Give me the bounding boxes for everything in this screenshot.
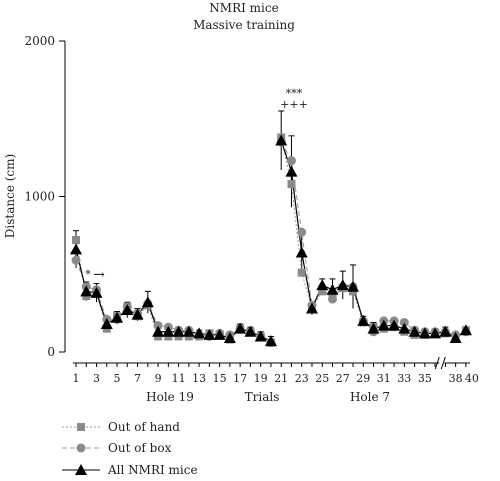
point-all-nmri-mice bbox=[326, 283, 339, 295]
x-tick-label: 15 bbox=[213, 372, 227, 385]
x-tick-label: 1 bbox=[73, 372, 80, 385]
point-all-nmri-mice bbox=[203, 328, 216, 340]
chart-title: NMRI mice bbox=[209, 1, 278, 15]
legend-label: Out of box bbox=[108, 441, 172, 455]
point-all-nmri-mice bbox=[152, 325, 165, 337]
phase-label-hole-19: Hole 19 bbox=[146, 390, 194, 404]
point-all-nmri-mice bbox=[234, 322, 247, 334]
point-all-nmri-mice bbox=[295, 246, 308, 258]
point-out-of-box bbox=[153, 321, 163, 331]
error-bars bbox=[73, 110, 469, 346]
x-tick-label: 13 bbox=[192, 372, 206, 385]
x-tick-label: 19 bbox=[254, 372, 268, 385]
x-tick-label: 27 bbox=[336, 372, 350, 385]
point-all-nmri-mice bbox=[70, 243, 82, 255]
x-tick-label: 3 bbox=[93, 372, 100, 385]
x-tick-label: 29 bbox=[356, 372, 370, 385]
legend-marker bbox=[76, 443, 86, 453]
chart-subtitle: Massive training bbox=[193, 18, 295, 32]
x-tick-label: 35 bbox=[418, 372, 432, 385]
point-all-nmri-mice bbox=[80, 285, 93, 297]
point-all-nmri-mice bbox=[100, 318, 113, 330]
point-all-nmri-mice bbox=[141, 296, 154, 308]
point-all-nmri-mice bbox=[244, 325, 257, 337]
point-all-nmri-mice bbox=[459, 324, 472, 336]
annotation-arrow: → bbox=[93, 267, 105, 283]
legend: Out of hand Out of box All NMRI mice bbox=[62, 420, 198, 477]
x-tick-label: 38 bbox=[449, 372, 463, 385]
legend-label: All NMRI mice bbox=[107, 463, 198, 477]
point-all-nmri-mice bbox=[408, 325, 421, 337]
point-all-nmri-mice bbox=[347, 280, 360, 292]
point-all-nmri-mice bbox=[398, 322, 411, 334]
point-out-of-box bbox=[297, 227, 307, 237]
point-out-of-box bbox=[71, 255, 81, 265]
point-all-nmri-mice bbox=[285, 165, 298, 177]
annotation-triple-star: *** bbox=[286, 87, 303, 100]
point-all-nmri-mice bbox=[449, 332, 462, 344]
x-tick-label: 23 bbox=[295, 372, 309, 385]
point-all-nmri-mice bbox=[213, 328, 226, 340]
y-tick-label: 1000 bbox=[24, 190, 55, 204]
point-out-of-hand bbox=[297, 268, 306, 277]
point-out-of-hand bbox=[287, 180, 296, 189]
legend-marker bbox=[75, 464, 87, 475]
point-all-nmri-mice bbox=[111, 311, 124, 323]
x-tick-label: 25 bbox=[315, 372, 329, 385]
y-tick-label: 2000 bbox=[24, 34, 55, 48]
legend-label: Out of hand bbox=[108, 420, 180, 434]
point-all-nmri-mice bbox=[131, 308, 144, 320]
x-tick-label: 7 bbox=[134, 372, 141, 385]
x-axis-label: Trials bbox=[245, 390, 280, 404]
point-all-nmri-mice bbox=[193, 327, 206, 339]
point-all-nmri-mice bbox=[439, 325, 452, 337]
annotation-star: * bbox=[85, 268, 91, 281]
x-tick-label: 17 bbox=[233, 372, 247, 385]
point-all-nmri-mice bbox=[254, 330, 267, 342]
point-all-nmri-mice bbox=[121, 304, 134, 316]
point-out-of-box bbox=[399, 317, 409, 327]
point-out-of-hand bbox=[72, 236, 80, 245]
point-all-nmri-mice bbox=[182, 325, 195, 337]
point-all-nmri-mice bbox=[223, 332, 236, 344]
y-tick-label: 0 bbox=[47, 345, 55, 359]
point-all-nmri-mice bbox=[367, 322, 380, 334]
x-tick-label: 21 bbox=[274, 372, 288, 385]
point-all-nmri-mice bbox=[336, 279, 349, 291]
point-all-nmri-mice bbox=[275, 134, 288, 146]
y-axis-label: Distance (cm) bbox=[3, 154, 17, 238]
point-out-of-box bbox=[286, 156, 296, 166]
series-markers bbox=[70, 133, 472, 348]
x-tick-label: 31 bbox=[377, 372, 391, 385]
point-all-nmri-mice bbox=[90, 286, 103, 298]
x-tick-label: 9 bbox=[155, 372, 162, 385]
legend-marker bbox=[77, 423, 85, 431]
annotation-triple-plus: +++ bbox=[280, 98, 308, 111]
point-all-nmri-mice bbox=[429, 327, 442, 339]
x-tick-label: 40 bbox=[465, 372, 479, 385]
point-all-nmri-mice bbox=[316, 279, 329, 291]
axis-break-mark bbox=[440, 356, 446, 370]
axis-break-mark bbox=[434, 356, 440, 370]
phase-label-hole-7: Hole 7 bbox=[350, 390, 390, 404]
point-all-nmri-mice bbox=[357, 314, 370, 326]
point-all-nmri-mice bbox=[172, 325, 185, 337]
point-all-nmri-mice bbox=[388, 319, 401, 331]
point-all-nmri-mice bbox=[305, 302, 318, 314]
x-tick-label: 11 bbox=[172, 372, 186, 385]
point-all-nmri-mice bbox=[264, 335, 277, 347]
point-all-nmri-mice bbox=[418, 327, 431, 339]
x-tick-label: 5 bbox=[114, 372, 121, 385]
point-out-of-box bbox=[328, 294, 337, 304]
point-all-nmri-mice bbox=[377, 319, 390, 331]
x-tick-label: 33 bbox=[397, 372, 411, 385]
point-all-nmri-mice bbox=[162, 325, 175, 337]
